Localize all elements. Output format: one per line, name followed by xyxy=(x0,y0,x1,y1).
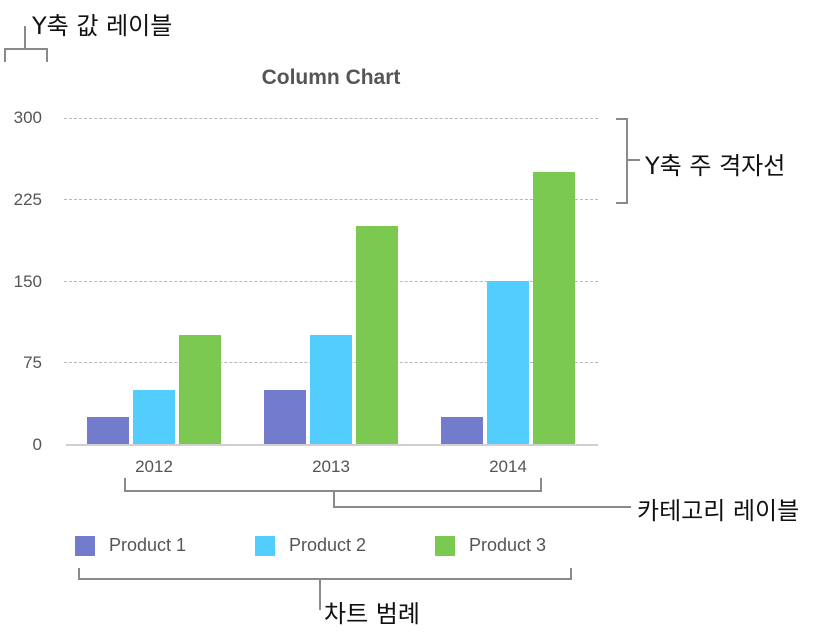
x-axis-line xyxy=(66,444,598,446)
callout-category-labels: 카테고리 레이블 xyxy=(637,497,800,525)
bar-2013-product3 xyxy=(356,226,398,444)
gridline-300 xyxy=(64,118,598,119)
callout-connector xyxy=(24,26,26,48)
gridline-150 xyxy=(64,281,598,282)
category-label-2014: 2014 xyxy=(489,457,527,476)
callout-y-axis-value-labels: Y축 값 레이블 xyxy=(32,12,173,40)
legend-label: Product 1 xyxy=(109,535,187,555)
legend-item-product1: Product 1 xyxy=(75,535,186,556)
callout-y-axis-major-gridlines: Y축 주 격자선 xyxy=(645,152,786,180)
legend-swatch xyxy=(75,535,95,556)
bar-2012-product3 xyxy=(179,335,221,444)
bar-2012-product2 xyxy=(133,390,175,444)
legend-item-product2: Product 2 xyxy=(255,535,366,556)
y-tick-225: 225 xyxy=(13,190,42,209)
y-tick-0: 0 xyxy=(32,435,42,454)
bracket-y-axis-labels xyxy=(4,48,48,62)
callout-chart-legend: 차트 범례 xyxy=(324,600,420,628)
bar-2013-product1 xyxy=(264,390,306,444)
y-tick-300: 300 xyxy=(13,108,42,127)
legend-item-product3: Product 3 xyxy=(435,535,546,556)
category-label-2012: 2012 xyxy=(135,457,173,476)
callout-connector xyxy=(333,490,631,508)
bar-2013-product2 xyxy=(310,335,352,444)
chart-title: Column Chart xyxy=(261,66,401,89)
bracket-gridlines xyxy=(616,118,628,204)
bracket-legend xyxy=(78,568,572,580)
bar-2014-product2 xyxy=(487,281,529,444)
y-tick-150: 150 xyxy=(13,272,42,291)
y-tick-75: 75 xyxy=(23,353,42,372)
bar-2012-product1 xyxy=(87,417,129,444)
bar-2014-product3 xyxy=(533,172,575,444)
legend-swatch xyxy=(255,535,275,556)
legend-label: Product 3 xyxy=(469,535,547,555)
legend-label: Product 2 xyxy=(289,535,367,555)
gridline-225 xyxy=(64,199,598,200)
legend-swatch xyxy=(435,535,455,556)
category-label-2013: 2013 xyxy=(312,457,350,476)
callout-connector xyxy=(319,580,321,610)
callout-connector xyxy=(628,159,640,161)
bar-2014-product1 xyxy=(441,417,483,444)
